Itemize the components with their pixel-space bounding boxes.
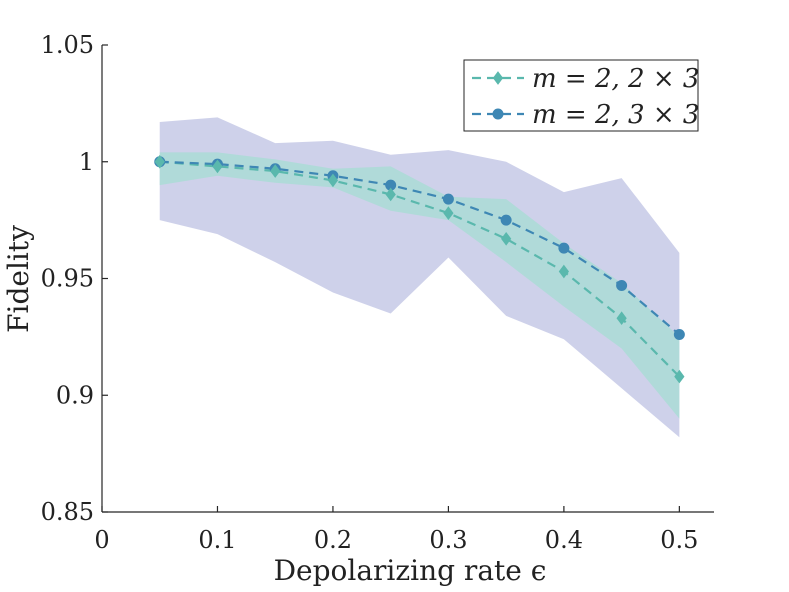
- legend-marker-2: [492, 108, 504, 120]
- x-tick-label: 0.1: [198, 526, 236, 554]
- series-markers: [154, 154, 685, 384]
- x-ticks: 0 0.1 0.2 0.3 0.4 0.5: [94, 506, 698, 554]
- legend: m = 2, 2 × 3 m = 2, 3 × 3: [463, 59, 699, 132]
- series-2-point: [500, 214, 512, 226]
- series-1-point: [558, 264, 570, 279]
- series-1-point: [154, 154, 165, 169]
- y-axis-title: Fidelity: [2, 225, 35, 333]
- series-1-point: [385, 187, 396, 202]
- x-tick-label: 0.4: [545, 526, 583, 554]
- series-1-point: [270, 164, 281, 178]
- x-axis-title: Depolarizing rate ϵ: [274, 554, 547, 587]
- x-tick-label: 0.3: [429, 526, 467, 554]
- y-tick-label: 1: [79, 148, 94, 176]
- legend-label-2: m = 2, 3 × 3: [532, 100, 699, 130]
- series-2-point: [673, 329, 685, 341]
- series-1-point: [443, 206, 454, 220]
- series-2-point: [558, 242, 570, 254]
- y-ticks: 0.85 0.9 0.95 1 1.05: [41, 31, 108, 526]
- series-1-point: [674, 369, 685, 384]
- x-tick-label: 0.2: [314, 526, 352, 554]
- series-band-1: [159, 152, 680, 419]
- y-tick-label: 1.05: [41, 31, 94, 59]
- y-tick-label: 0.95: [41, 265, 94, 293]
- series-2-point: [616, 280, 628, 292]
- series-1-point: [501, 231, 512, 246]
- series-1-point: [616, 311, 627, 326]
- confidence-bands: [159, 117, 680, 438]
- series-band-2: [159, 117, 680, 438]
- series-lines: [159, 160, 681, 378]
- y-tick-label: 0.85: [41, 498, 94, 526]
- series-1-point: [212, 159, 223, 174]
- series-1-point: [327, 173, 339, 188]
- y-tick-label: 0.9: [56, 381, 94, 409]
- x-tick-label: 0.5: [660, 526, 698, 554]
- x-tick-label: 0: [94, 526, 109, 554]
- legend-label-1: m = 2, 2 × 3: [532, 64, 699, 94]
- series-2-point: [442, 193, 454, 205]
- series-line-2: [159, 160, 681, 336]
- legend-box: [463, 59, 699, 132]
- legend-marker-1: [492, 71, 504, 85]
